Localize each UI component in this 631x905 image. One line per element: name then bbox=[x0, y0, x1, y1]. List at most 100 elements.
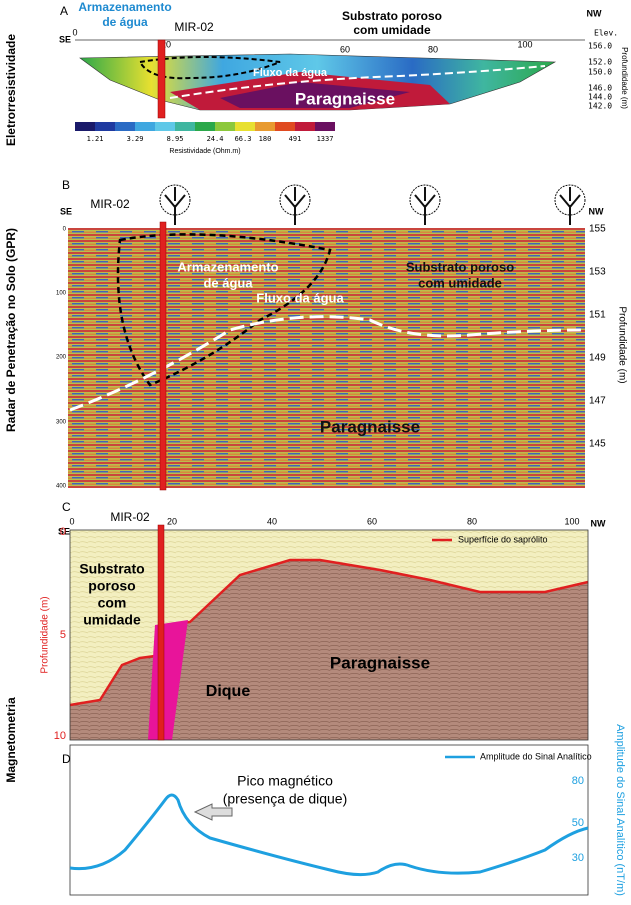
colorbar-title: Resistividade (Ohm.m) bbox=[169, 148, 240, 155]
tick: 156.0 bbox=[588, 42, 612, 51]
tick: 80 bbox=[428, 44, 438, 54]
label: Fluxo da água bbox=[253, 67, 328, 79]
tick: 80 bbox=[572, 775, 584, 787]
tick: 20 bbox=[167, 516, 177, 526]
tick: 155 bbox=[589, 224, 606, 235]
label: Armazenamento bbox=[78, 0, 171, 14]
well-label: MIR-02 bbox=[174, 20, 214, 34]
side: SE bbox=[58, 526, 70, 536]
tick: 60 bbox=[340, 44, 350, 54]
colorbar-label: 66.3 bbox=[235, 135, 252, 143]
tick: 30 bbox=[572, 852, 584, 864]
tick: 50 bbox=[572, 817, 584, 829]
well bbox=[159, 221, 167, 491]
legend-label: Amplitude do Sinal Analítico bbox=[480, 751, 592, 761]
side: SE bbox=[59, 34, 71, 44]
panel-letter: D bbox=[62, 752, 71, 766]
colorbar-label: 1.21 bbox=[87, 135, 104, 143]
colorbar-label: 8.95 bbox=[167, 135, 184, 143]
label: Elev. bbox=[594, 29, 618, 38]
tick: 150.0 bbox=[588, 68, 612, 77]
plot-frame bbox=[69, 529, 589, 741]
gpr-section bbox=[68, 228, 585, 488]
colorbar-label: 1337 bbox=[317, 135, 334, 143]
well-label: MIR-02 bbox=[90, 197, 130, 211]
storage-outline bbox=[116, 233, 332, 387]
label: com bbox=[98, 595, 127, 611]
axis-label: Profundidade (m) bbox=[40, 596, 51, 673]
rock-area bbox=[70, 560, 588, 740]
trees bbox=[159, 184, 586, 225]
side-label: Magnetometria bbox=[4, 697, 18, 783]
panel-d: D Amplitude do Sinal Analítico Pico magn… bbox=[62, 724, 626, 896]
tick: 0 bbox=[72, 27, 77, 37]
tick: 0 bbox=[63, 227, 67, 233]
colorbar-label: 491 bbox=[289, 135, 302, 143]
label: Fluxo da água bbox=[256, 290, 344, 305]
label: de água bbox=[203, 275, 253, 290]
label: poroso bbox=[88, 578, 135, 594]
colorbar bbox=[75, 122, 335, 131]
tick: 149 bbox=[589, 353, 606, 364]
tick: 300 bbox=[56, 420, 67, 426]
panel-letter: A bbox=[60, 4, 68, 18]
tick: 5 bbox=[60, 629, 66, 641]
panel-c: C SE NW MIR-02 0 20 40 60 80 100 0 5 10 … bbox=[40, 500, 606, 742]
colorbar-label: 3.29 bbox=[127, 135, 144, 143]
tick: 0 bbox=[69, 516, 74, 526]
label: com umidade bbox=[353, 23, 431, 37]
colorbar-label: 24.4 bbox=[207, 135, 224, 143]
tick: 200 bbox=[56, 355, 67, 361]
tick: 146.0 bbox=[588, 84, 612, 93]
tick: 60 bbox=[367, 516, 377, 526]
panel-b: B SE NW MIR-02 Armazenamento de água Flu… bbox=[56, 178, 627, 491]
label: Dique bbox=[206, 683, 251, 700]
well bbox=[157, 524, 165, 741]
side: NW bbox=[589, 206, 604, 216]
panel-letter: B bbox=[62, 178, 70, 192]
label: com umidade bbox=[418, 275, 502, 290]
peak-arrow bbox=[193, 803, 233, 821]
tick: 40 bbox=[267, 516, 277, 526]
colorbar-label: 180 bbox=[259, 135, 272, 143]
tick: 100 bbox=[564, 516, 579, 526]
signal-curve bbox=[69, 793, 589, 877]
saprolite-surface bbox=[69, 558, 589, 707]
tick: 10 bbox=[54, 730, 66, 742]
gpr-tint bbox=[68, 228, 585, 488]
tick: 100 bbox=[56, 291, 67, 297]
axis-label: Profundidade (m) bbox=[620, 47, 629, 109]
well-label: MIR-02 bbox=[110, 510, 150, 524]
tick: 145 bbox=[589, 439, 606, 450]
tick: 100 bbox=[517, 39, 532, 49]
legend-label: Superfície do saprólito bbox=[458, 534, 548, 544]
tick: 152.0 bbox=[588, 58, 612, 67]
tick: 20 bbox=[161, 39, 171, 49]
label: de água bbox=[102, 15, 148, 29]
label: Substrato poroso bbox=[342, 9, 442, 23]
saprolite-line bbox=[169, 65, 546, 99]
axis-label: Amplitude do Sinal Analítico (nT/m) bbox=[614, 724, 626, 896]
label: (presença de dique) bbox=[223, 791, 348, 807]
label: Paragnaisse bbox=[330, 653, 430, 672]
tick: 151 bbox=[589, 310, 606, 321]
axis-label: Profundidade (m) bbox=[616, 306, 627, 383]
rock-core bbox=[220, 82, 410, 108]
panel-letter: C bbox=[62, 500, 71, 514]
side: NW bbox=[587, 8, 602, 18]
label: Substrato poroso bbox=[406, 259, 514, 274]
side: SE bbox=[60, 206, 72, 216]
label: umidade bbox=[83, 612, 141, 628]
label: Paragnaisse bbox=[320, 417, 420, 436]
panel-a: A Armazenamento de água MIR-02 Substrato… bbox=[59, 0, 629, 155]
label: Pico magnético bbox=[237, 773, 333, 789]
tick: 400 bbox=[56, 484, 67, 490]
side: NW bbox=[591, 518, 606, 528]
tick: 0 bbox=[60, 526, 66, 538]
label: Paragnaisse bbox=[295, 89, 395, 108]
well bbox=[157, 39, 166, 119]
tick: 80 bbox=[467, 516, 477, 526]
tick: 142.0 bbox=[588, 102, 612, 111]
side-label: Radar de Penetração no Solo (GPR) bbox=[4, 228, 18, 432]
